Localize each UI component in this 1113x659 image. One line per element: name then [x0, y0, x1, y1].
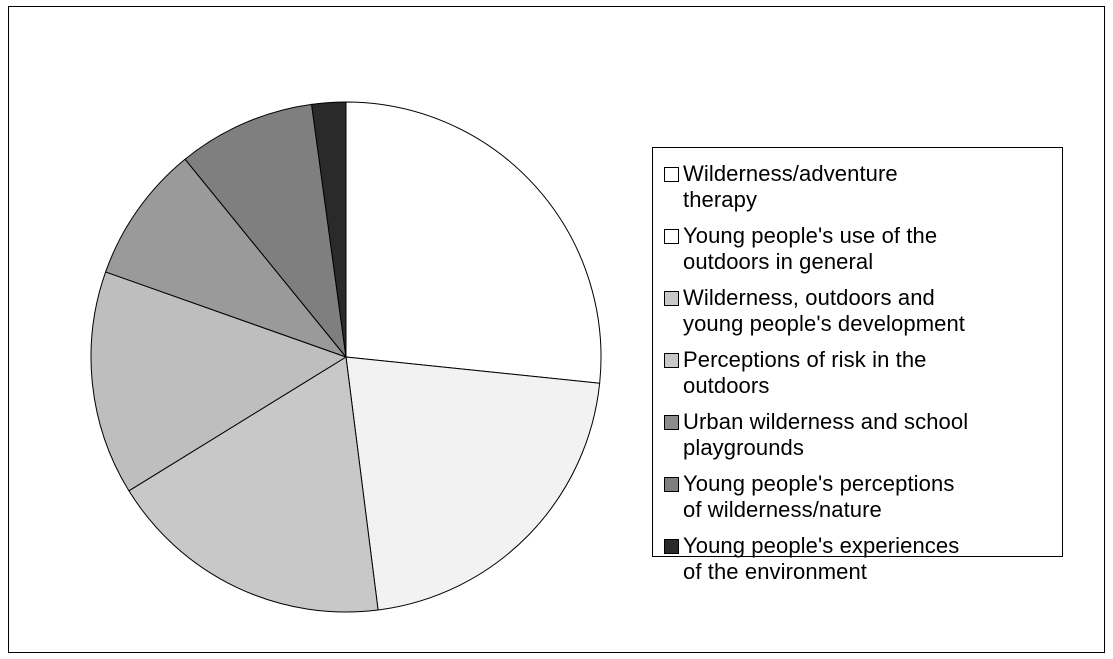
- pie-slice: [128, 356, 379, 613]
- legend-swatch: [664, 291, 679, 306]
- legend-label: Young people's experiences of the enviro…: [683, 533, 960, 584]
- legend-swatch: [664, 415, 679, 430]
- legend-item: Young people's use of the outdoors in ge…: [664, 223, 1062, 275]
- legend-swatch: [664, 353, 679, 368]
- pie-slice: [105, 158, 347, 358]
- legend-swatch: [664, 539, 679, 554]
- legend-swatch: [664, 167, 679, 182]
- pie-slices: [90, 101, 602, 613]
- pie-slice: [90, 271, 347, 492]
- legend: Wilderness/adventure therapy Young peopl…: [652, 147, 1063, 584]
- legend-item: Wilderness, outdoors and young people's …: [664, 285, 1062, 337]
- legend-item: Wilderness/adventure therapy: [664, 161, 1062, 213]
- legend-swatch: [664, 229, 679, 244]
- pie-slice: [345, 101, 602, 384]
- legend-label: Young people's perceptions of wilderness…: [683, 471, 955, 522]
- legend-item: Perceptions of risk in the outdoors: [664, 347, 1062, 399]
- legend-label: Wilderness, outdoors and young people's …: [683, 285, 966, 336]
- pie-slice: [345, 356, 601, 611]
- pie-slice: [311, 101, 347, 358]
- legend-label: Young people's use of the outdoors in ge…: [683, 223, 938, 274]
- legend-label: Wilderness/adventure therapy: [683, 161, 898, 212]
- legend-item: Young people's experiences of the enviro…: [664, 533, 1062, 585]
- legend-label: Urban wilderness and school playgrounds: [683, 409, 969, 460]
- pie-slice: [184, 103, 347, 358]
- legend-swatch: [664, 477, 679, 492]
- legend-item: Urban wilderness and school playgrounds: [664, 409, 1062, 461]
- legend-item: Young people's perceptions of wilderness…: [664, 471, 1062, 523]
- legend-label: Perceptions of risk in the outdoors: [683, 347, 927, 398]
